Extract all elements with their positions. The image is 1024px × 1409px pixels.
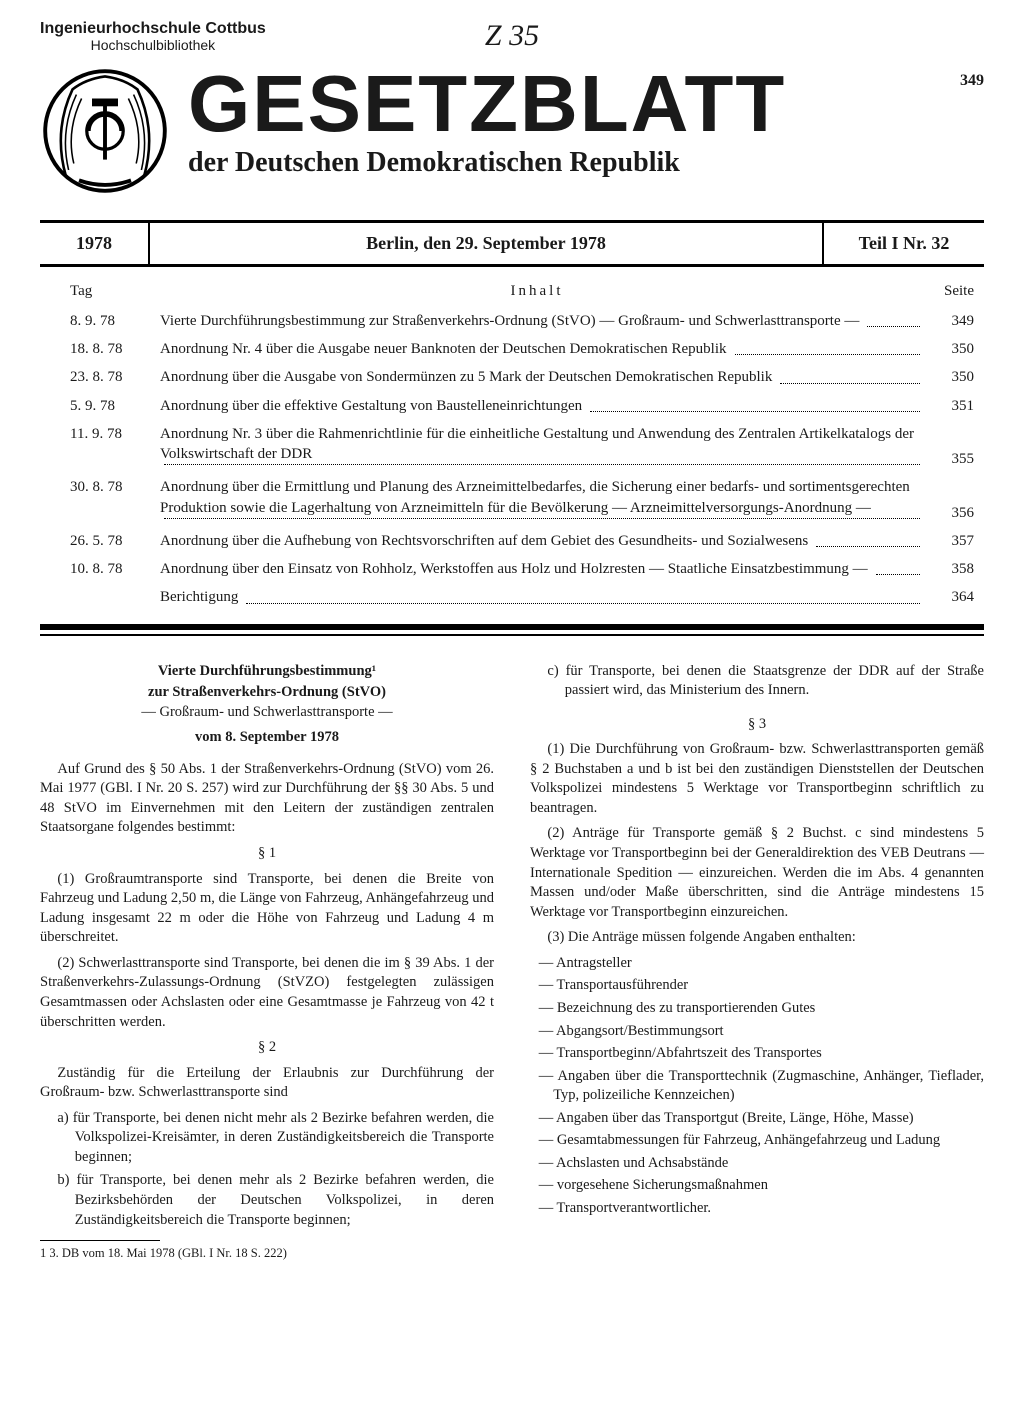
toc-header-day: Tag xyxy=(70,281,160,301)
toc-row: 26. 5. 78Anordnung über die Aufhebung vo… xyxy=(70,531,974,551)
list-item: — Bezeichnung des zu transportierenden G… xyxy=(530,999,984,1019)
toc-page: 351 xyxy=(924,396,974,416)
toc-row: 8. 9. 78Vierte Durchführungsbestimmung z… xyxy=(70,311,974,331)
toc-header-content: Inhalt xyxy=(160,281,914,301)
issue-place-date: Berlin, den 29. September 1978 xyxy=(150,223,824,263)
para-3-3-intro: (3) Die Anträge müssen folgende Angaben … xyxy=(530,928,984,948)
para-3-1: (1) Die Durchführung von Großraum- bzw. … xyxy=(530,740,984,818)
stamp-line2: Hochschulbibliothek xyxy=(40,38,266,53)
section-1-label: § 1 xyxy=(40,844,494,864)
toc-title: Anordnung über den Einsatz von Rohholz, … xyxy=(160,559,924,579)
list-item: — Transportausführender xyxy=(530,976,984,996)
toc-day: 18. 8. 78 xyxy=(70,339,160,359)
list-item: — Antragsteller xyxy=(530,954,984,974)
toc-day: 11. 9. 78 xyxy=(70,424,160,444)
toc-page: 356 xyxy=(924,503,974,523)
article-body: Vierte Durchführungsbestimmung¹ zur Stra… xyxy=(40,662,984,1263)
list-item: — vorgesehene Sicherungsmaßnahmen xyxy=(530,1176,984,1196)
para-2-intro: Zuständig für die Erteilung der Erlaubni… xyxy=(40,1064,494,1103)
toc-page: 355 xyxy=(924,449,974,469)
toc-day: 23. 8. 78 xyxy=(70,367,160,387)
list-item: — Transportbeginn/Abfahrtszeit des Trans… xyxy=(530,1044,984,1064)
library-stamp: Ingenieurhochschule Cottbus Hochschulbib… xyxy=(40,20,266,53)
toc-row: Berichtigung364 xyxy=(70,587,974,607)
issue-part-number: Teil I Nr. 32 xyxy=(824,223,984,263)
masthead: GESETZBLATT der Deutschen Demokratischen… xyxy=(40,66,984,202)
para-3-2: (2) Anträge für Transporte gemäß § 2 Buc… xyxy=(530,824,984,922)
toc-row: 10. 8. 78Anordnung über den Einsatz von … xyxy=(70,559,974,579)
state-emblem-icon xyxy=(40,66,170,202)
para-2-b: b) für Transporte, bei denen mehr als 2 … xyxy=(40,1171,494,1230)
preamble: Auf Grund des § 50 Abs. 1 der Straßenver… xyxy=(40,760,494,838)
table-of-contents: Tag Inhalt Seite 8. 9. 78Vierte Durchfüh… xyxy=(40,281,984,608)
toc-day: 8. 9. 78 xyxy=(70,311,160,331)
list-item: — Angaben über die Transporttechnik (Zug… xyxy=(530,1067,984,1106)
law-title-line2: zur Straßenverkehrs-Ordnung (StVO) xyxy=(40,683,494,703)
toc-page: 358 xyxy=(924,559,974,579)
toc-row: 23. 8. 78Anordnung über die Ausgabe von … xyxy=(70,367,974,387)
toc-day: 30. 8. 78 xyxy=(70,477,160,497)
law-title-line3: — Großraum- und Schwerlasttransporte — xyxy=(40,703,494,723)
toc-title: Berichtigung xyxy=(160,587,924,607)
law-date: vom 8. September 1978 xyxy=(40,728,494,748)
para-1-2: (2) Schwerlasttransporte sind Transporte… xyxy=(40,954,494,1032)
toc-title: Anordnung über die Aufhebung von Rechtsv… xyxy=(160,531,924,551)
toc-title: Anordnung über die Ausgabe von Sondermün… xyxy=(160,367,924,387)
toc-header-page: Seite xyxy=(914,281,974,301)
toc-title: Vierte Durchführungsbestimmung zur Straß… xyxy=(160,311,924,331)
toc-title: Anordnung über die effektive Gestaltung … xyxy=(160,396,924,416)
para-2-c: c) für Transporte, bei denen die Staatsg… xyxy=(530,662,984,701)
section-divider xyxy=(40,624,984,636)
law-title-line1: Vierte Durchführungsbestimmung¹ xyxy=(40,662,494,682)
footnote-rule xyxy=(40,1240,160,1241)
toc-title: Anordnung über die Ermittlung und Planun… xyxy=(160,477,924,523)
toc-row: 5. 9. 78Anordnung über die effektive Ges… xyxy=(70,396,974,416)
page-number-top: 349 xyxy=(960,70,984,92)
para-2-a: a) für Transporte, bei denen nicht mehr … xyxy=(40,1109,494,1168)
toc-page: 350 xyxy=(924,367,974,387)
toc-title: Anordnung Nr. 4 über die Ausgabe neuer B… xyxy=(160,339,924,359)
section-2-label: § 2 xyxy=(40,1038,494,1058)
gazette-subtitle: der Deutschen Demokratischen Republik xyxy=(188,144,984,182)
toc-page: 364 xyxy=(924,587,974,607)
para-1-1: (1) Großraumtransporte sind Transporte, … xyxy=(40,870,494,948)
list-item: — Angaben über das Transportgut (Breite,… xyxy=(530,1109,984,1129)
list-item: — Achslasten und Achsabstände xyxy=(530,1154,984,1174)
toc-title: Anordnung Nr. 3 über die Rahmenrichtlini… xyxy=(160,424,924,470)
section-3-label: § 3 xyxy=(530,715,984,735)
toc-day: 5. 9. 78 xyxy=(70,396,160,416)
toc-day: 26. 5. 78 xyxy=(70,531,160,551)
handwritten-note: Z 35 xyxy=(485,16,539,57)
stamp-line1: Ingenieurhochschule Cottbus xyxy=(40,20,266,37)
issue-bar: 1978 Berlin, den 29. September 1978 Teil… xyxy=(40,220,984,266)
toc-page: 357 xyxy=(924,531,974,551)
toc-row: 11. 9. 78Anordnung Nr. 3 über die Rahmen… xyxy=(70,424,974,470)
toc-row: 30. 8. 78Anordnung über die Ermittlung u… xyxy=(70,477,974,523)
footnote: 1 3. DB vom 18. Mai 1978 (GBl. I Nr. 18 … xyxy=(40,1245,494,1262)
toc-page: 349 xyxy=(924,311,974,331)
list-item: — Gesamtabmessungen für Fahrzeug, Anhäng… xyxy=(530,1131,984,1151)
toc-page: 350 xyxy=(924,339,974,359)
list-item: — Transportverantwortlicher. xyxy=(530,1199,984,1219)
list-item: — Abgangsort/Bestimmungsort xyxy=(530,1022,984,1042)
toc-day: 10. 8. 78 xyxy=(70,559,160,579)
gazette-title: GESETZBLATT xyxy=(188,66,984,142)
toc-row: 18. 8. 78Anordnung Nr. 4 über die Ausgab… xyxy=(70,339,974,359)
issue-year: 1978 xyxy=(40,223,150,263)
